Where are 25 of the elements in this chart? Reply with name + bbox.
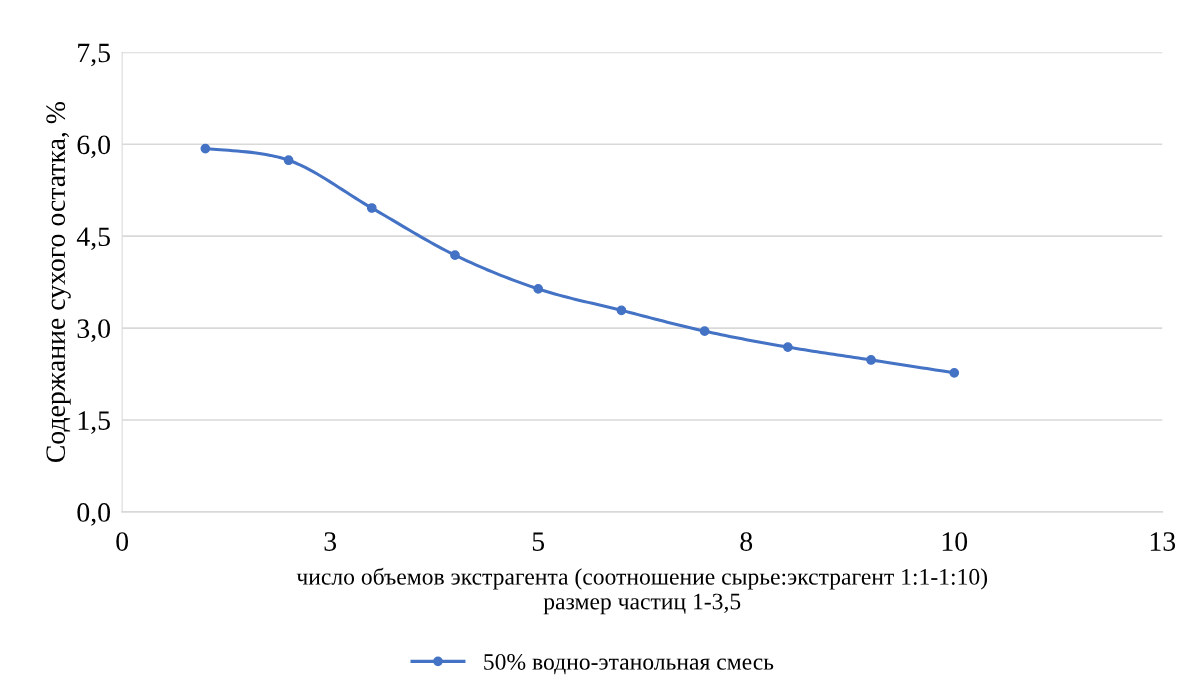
y-tick-label: 6,0 [77,135,110,159]
y-tick-label: 1,5 [78,411,110,434]
y-tick-label: 4,5 [76,227,110,251]
legend-label: 50% водно-этанольная смесь [484,653,774,675]
point [699,326,710,337]
x-tick-label: 13 [1150,532,1176,551]
y-axis-title: Содержание сухого остатка, % [46,102,71,463]
x-tick-label: 10 [942,532,968,551]
x-axis-title: число объемов экстрагента (соотношение сырье:экстрагент 1:1-1:10) размер частиц 1-3,5 [296,567,988,615]
point [366,203,377,213]
point [866,355,876,365]
x-tick-label: 3 [324,532,337,551]
x-tick-label: 5 [532,532,545,551]
point [616,305,627,316]
y-tick-label: 7,5 [78,43,110,67]
x-tick-label: 0 [116,532,129,551]
point [533,284,544,294]
point [200,143,211,154]
x-tick-label: 8 [740,532,753,551]
point [450,250,460,261]
point [949,367,960,378]
y-tick-label: 0,0 [77,503,110,526]
point [782,342,793,352]
y-tick-label: 3,0 [77,319,110,343]
point [283,155,294,166]
